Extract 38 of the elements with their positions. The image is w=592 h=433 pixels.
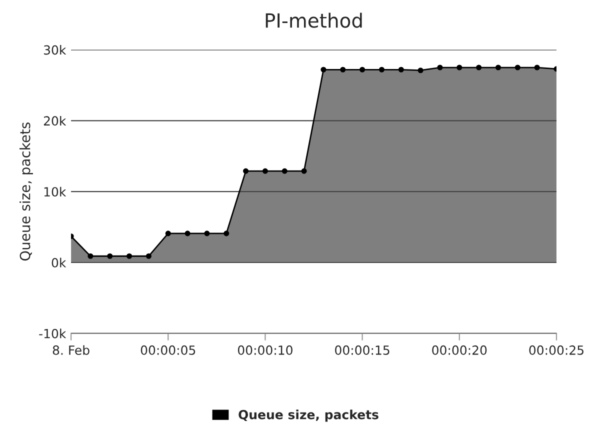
point (360, 66, 366, 72)
y-tick-label: 30k (44, 45, 66, 55)
point (476, 64, 482, 70)
point (378, 66, 384, 72)
y-tick-label: -10k (39, 328, 66, 338)
point (495, 64, 502, 70)
point (340, 66, 346, 72)
x-tick-label: 00:00:05 (140, 345, 196, 355)
legend-label: Queue size, packets (238, 410, 378, 422)
point (126, 253, 132, 259)
x-tick-label: 8. Feb (52, 345, 90, 355)
point (88, 253, 94, 259)
point (184, 230, 190, 236)
point (456, 64, 462, 70)
y-tick-label: 20k (44, 116, 66, 126)
y-tick-label: 0k (52, 258, 66, 268)
y-axis-title: Queue size, packets (20, 122, 33, 261)
x-tick-label: 00:00:10 (238, 345, 292, 355)
point (262, 168, 268, 174)
point (282, 168, 288, 174)
point (146, 253, 152, 259)
y-tick-label: 10k (44, 186, 66, 197)
point (534, 64, 540, 70)
point (224, 230, 230, 236)
x-tick-label: 00:00:20 (432, 345, 487, 355)
x-tick-label: 00:00:15 (335, 345, 390, 355)
point (437, 64, 443, 70)
point (107, 253, 113, 259)
point (514, 64, 520, 70)
point (320, 66, 326, 72)
point (243, 168, 249, 174)
point (398, 66, 404, 72)
point (418, 68, 424, 74)
point (165, 230, 171, 236)
point (204, 230, 210, 236)
x-tick-label: 00:00:25 (529, 345, 584, 355)
point (301, 168, 307, 174)
chart-title: PI-method (266, 12, 362, 28)
